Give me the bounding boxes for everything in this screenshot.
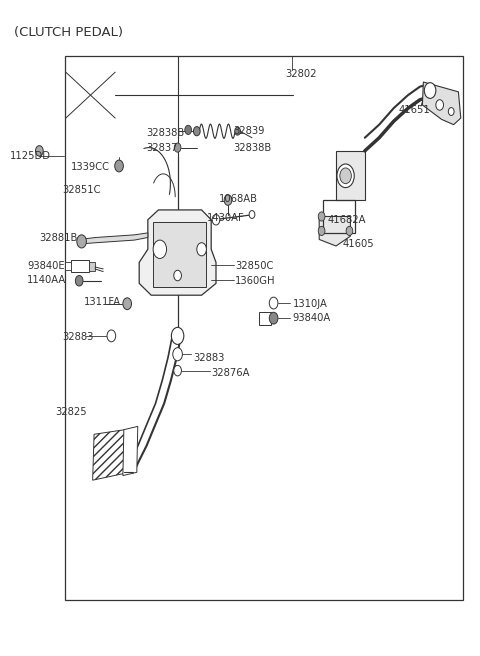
Text: 32838B: 32838B <box>234 142 272 153</box>
Text: 1339CC: 1339CC <box>71 162 110 173</box>
Bar <box>153 222 206 287</box>
Text: 32839: 32839 <box>234 126 265 136</box>
Polygon shape <box>422 82 461 125</box>
Polygon shape <box>123 426 138 476</box>
Bar <box>65 56 463 600</box>
Circle shape <box>448 108 454 115</box>
Polygon shape <box>139 210 216 295</box>
Text: 1310JA: 1310JA <box>293 298 328 309</box>
Bar <box>65 262 71 270</box>
Circle shape <box>346 226 353 236</box>
Circle shape <box>235 127 240 135</box>
Text: 41605: 41605 <box>342 239 374 249</box>
Polygon shape <box>319 216 350 246</box>
Text: 32825: 32825 <box>55 407 87 417</box>
Circle shape <box>174 143 181 152</box>
Circle shape <box>212 215 220 225</box>
Text: 1068AB: 1068AB <box>219 194 258 204</box>
Circle shape <box>269 312 278 324</box>
Text: 32876A: 32876A <box>212 367 250 378</box>
Bar <box>71 260 89 272</box>
Circle shape <box>185 125 192 134</box>
Circle shape <box>75 276 83 286</box>
Text: 32802: 32802 <box>286 69 317 79</box>
Circle shape <box>318 212 325 221</box>
Circle shape <box>153 240 167 258</box>
Text: 32881B: 32881B <box>39 233 78 243</box>
Circle shape <box>224 195 232 205</box>
Bar <box>89 262 95 271</box>
Circle shape <box>424 83 436 98</box>
Polygon shape <box>93 430 125 480</box>
Circle shape <box>77 235 86 248</box>
Bar <box>259 312 271 325</box>
Text: (CLUTCH PEDAL): (CLUTCH PEDAL) <box>14 26 123 39</box>
Circle shape <box>436 100 444 110</box>
Text: 1311FA: 1311FA <box>84 297 121 308</box>
Text: 1360GH: 1360GH <box>235 276 276 286</box>
Circle shape <box>174 365 181 376</box>
Bar <box>323 200 355 233</box>
Text: 1140AA: 1140AA <box>27 275 67 285</box>
Circle shape <box>318 226 325 236</box>
Text: 1125DD: 1125DD <box>10 151 50 161</box>
Text: 32850C: 32850C <box>235 261 274 272</box>
Text: 41682A: 41682A <box>327 215 366 225</box>
Text: 1430AF: 1430AF <box>207 213 245 223</box>
Circle shape <box>174 270 181 281</box>
Text: 32883: 32883 <box>62 332 94 342</box>
Text: 32837: 32837 <box>146 143 178 154</box>
Text: 41651: 41651 <box>398 105 430 115</box>
Bar <box>336 151 365 200</box>
Circle shape <box>173 348 182 361</box>
Circle shape <box>249 211 255 218</box>
Circle shape <box>340 168 351 184</box>
Text: 93840A: 93840A <box>293 313 331 323</box>
Circle shape <box>197 243 206 256</box>
Text: 32851C: 32851C <box>62 185 101 195</box>
Circle shape <box>193 127 200 136</box>
Circle shape <box>337 164 354 188</box>
Circle shape <box>171 327 184 344</box>
Circle shape <box>36 146 43 156</box>
Text: 93840E: 93840E <box>27 261 65 272</box>
Circle shape <box>107 330 116 342</box>
Circle shape <box>269 297 278 309</box>
Circle shape <box>123 298 132 310</box>
Circle shape <box>115 160 123 172</box>
Text: 32838B: 32838B <box>146 127 185 138</box>
Text: 32883: 32883 <box>193 352 224 363</box>
Polygon shape <box>79 233 148 244</box>
